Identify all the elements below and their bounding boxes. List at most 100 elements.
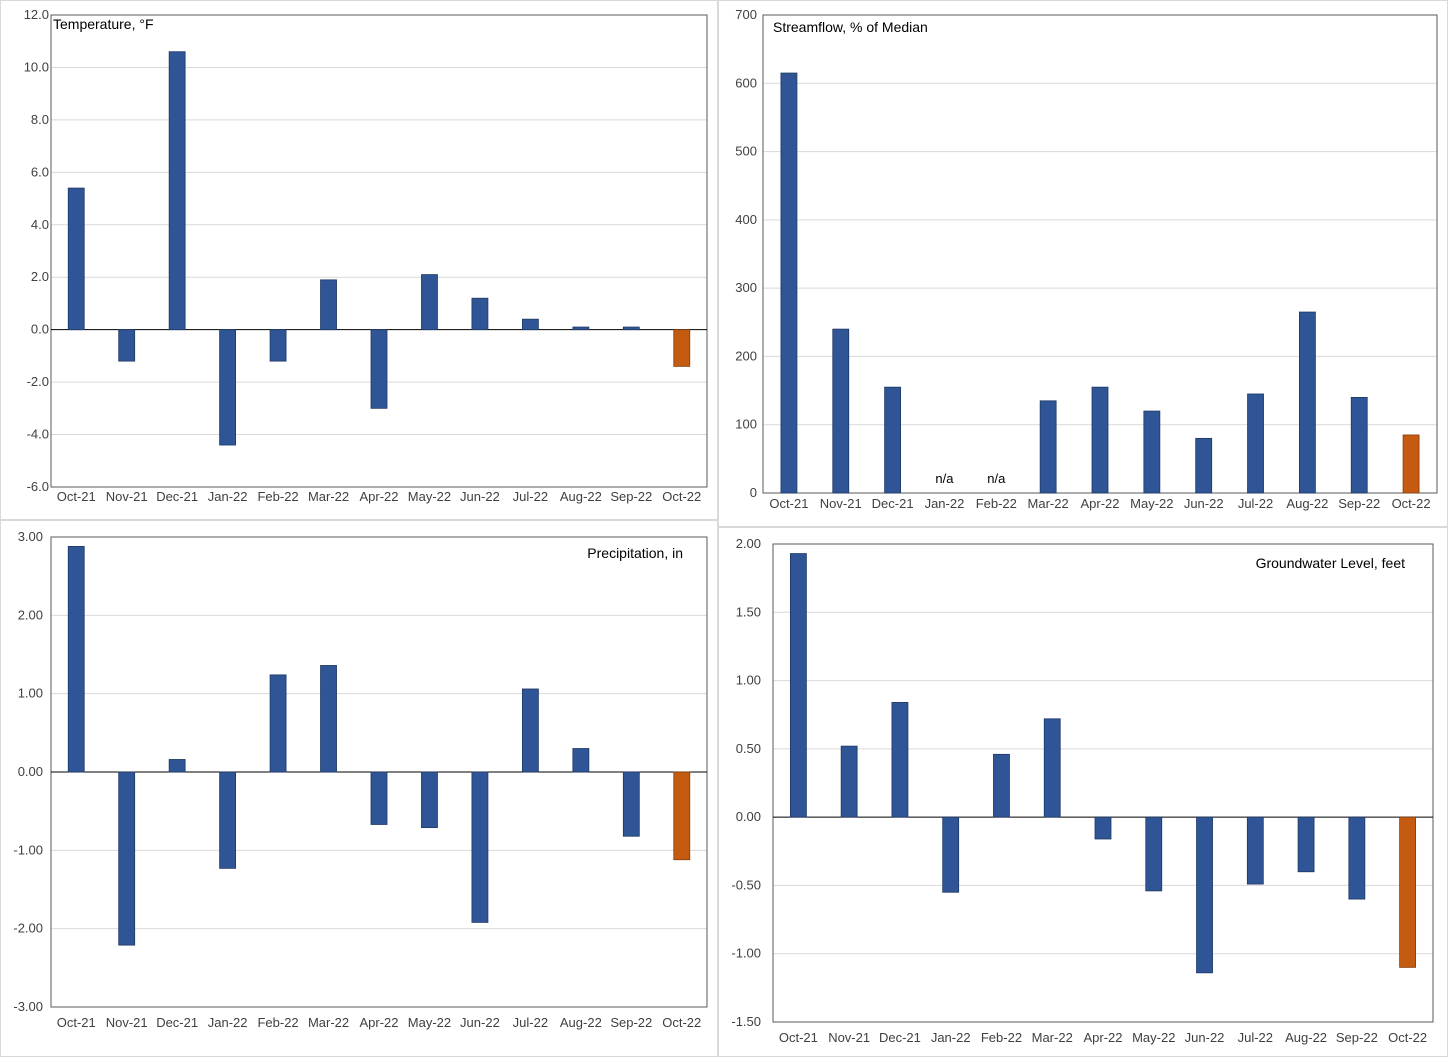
groundwater-chart-panel: 2.00 1.50 1.00 0.50 0.00 -0.50 -1.00 -1.50 Oct-2… — [718, 527, 1448, 1057]
bar-aug-22 — [1298, 311, 1316, 494]
bar-oct-22 — [673, 329, 691, 367]
bar-oct-22 — [1402, 434, 1420, 494]
y-tick-label: 400 — [735, 212, 757, 227]
bar-dec-21 — [168, 759, 186, 773]
x-tick-label: Feb-22 — [257, 489, 298, 504]
bar-jun-22 — [1196, 816, 1213, 974]
x-tick-label: May-22 — [408, 489, 451, 504]
x-tick-label: Dec-21 — [879, 1030, 921, 1045]
x-tick-label: Oct-21 — [57, 1015, 96, 1030]
x-tick-label: Sep-22 — [1336, 1030, 1378, 1045]
x-tick-label: Oct-21 — [779, 1030, 818, 1045]
groundwater-chart: 2.00 1.50 1.00 0.50 0.00 -0.50 -1.00 -1.50 Oct-2… — [731, 536, 1434, 1045]
y-tick-label: 700 — [735, 7, 757, 22]
bar-oct-21 — [789, 553, 807, 818]
bar-feb-22 — [993, 753, 1010, 818]
bar-jun-22 — [471, 771, 489, 923]
bar-nov-21 — [118, 329, 136, 362]
y-tick-label: 2.00 — [736, 536, 761, 551]
x-tick-label: Oct-22 — [662, 1015, 701, 1030]
x-tick-label: Oct-22 — [1388, 1030, 1427, 1045]
y-tick-label: 3.00 — [18, 529, 43, 544]
bar-apr-22 — [370, 771, 388, 825]
chart-title: Temperature, °F — [53, 16, 154, 32]
bar-jul-22 — [1247, 393, 1264, 494]
y-tick-label: 2.00 — [18, 607, 43, 622]
x-tick-label: Mar-22 — [308, 489, 349, 504]
x-tick-label: May-22 — [408, 1015, 451, 1030]
x-tick-label: Jul-22 — [1238, 496, 1273, 511]
y-tick-label: 8.0 — [31, 112, 49, 127]
x-tick-label: Oct-22 — [1392, 496, 1431, 511]
bar-mar-22 — [1039, 400, 1057, 494]
x-tick-label: Jun-22 — [1184, 496, 1224, 511]
x-tick-label: Apr-22 — [1083, 1030, 1122, 1045]
x-tick-label: Nov-21 — [820, 496, 862, 511]
y-tick-label: 300 — [735, 280, 757, 295]
x-tick-label: Dec-21 — [156, 489, 198, 504]
y-tick-label: -0.50 — [731, 877, 761, 892]
bar-oct-22 — [1399, 816, 1417, 968]
y-tick-label: 100 — [735, 417, 757, 432]
x-tick-label: Nov-21 — [106, 489, 148, 504]
y-tick-label: -1.00 — [13, 842, 43, 857]
streamflow-chart: 700 600 500 400 300 200 100 0 Oct-21 Nov-21 Dec-21… — [735, 7, 1438, 511]
y-tick-label: 12.0 — [24, 7, 49, 22]
bar-apr-22 — [370, 329, 388, 409]
bar-apr-22 — [1094, 816, 1112, 840]
x-tick-label: May-22 — [1132, 1030, 1175, 1045]
bar-jun-22 — [1195, 437, 1213, 494]
chart-title: Streamflow, % of Median — [773, 19, 928, 35]
y-tick-label: -4.0 — [27, 427, 49, 442]
y-tick-label: -2.00 — [13, 921, 43, 936]
x-tick-label: Jul-22 — [513, 1015, 548, 1030]
x-tick-label: Jan-22 — [208, 489, 248, 504]
bar-may-22 — [421, 771, 438, 829]
bar-mar-22 — [320, 665, 337, 773]
bar-sep-22 — [622, 326, 640, 331]
x-tick-label: Jul-22 — [513, 489, 548, 504]
bar-oct-21 — [67, 545, 85, 773]
bar-jul-22 — [521, 688, 539, 773]
bar-dec-21 — [884, 386, 902, 494]
bar-feb-22 — [269, 674, 287, 773]
bar-aug-22 — [1297, 816, 1315, 873]
x-tick-label: Sep-22 — [610, 489, 652, 504]
x-tick-label: Dec-21 — [872, 496, 914, 511]
y-tick-label: -2.0 — [27, 374, 49, 389]
x-tick-label: Nov-21 — [828, 1030, 870, 1045]
missing-value-label: n/a — [935, 471, 954, 486]
streamflow-chart-panel: 700 600 500 400 300 200 100 0 Oct-21 Nov-21 Dec-21… — [718, 0, 1448, 527]
x-tick-label: Sep-22 — [610, 1015, 652, 1030]
chart-title: Groundwater Level, feet — [1256, 555, 1406, 571]
y-tick-label: 0.0 — [31, 322, 49, 337]
y-tick-label: -1.00 — [731, 946, 761, 961]
y-tick-label: 0.00 — [18, 764, 43, 779]
y-tick-label: 4.0 — [31, 217, 49, 232]
bar-nov-21 — [840, 745, 858, 818]
bar-oct-22 — [673, 771, 691, 861]
missing-value-label: n/a — [987, 471, 1006, 486]
bar-jan-22 — [219, 771, 237, 869]
precipitation-chart: 3.00 2.00 1.00 0.00 -1.00 -2.00 -3.00 Oct-21 Nov… — [13, 529, 708, 1030]
bar-jan-22 — [219, 329, 237, 446]
y-tick-label: 6.0 — [31, 164, 49, 179]
x-tick-label: Feb-22 — [976, 496, 1017, 511]
x-tick-label: Jan-22 — [925, 496, 965, 511]
bar-dec-21 — [891, 702, 909, 818]
x-tick-label: Sep-22 — [1338, 496, 1380, 511]
precipitation-chart-panel: 3.00 2.00 1.00 0.00 -1.00 -2.00 -3.00 Oct-21 Nov… — [0, 520, 718, 1057]
bar-jun-22 — [471, 297, 489, 331]
x-tick-label: Jun-22 — [460, 489, 500, 504]
y-tick-label: 200 — [735, 348, 757, 363]
plot-area — [772, 543, 1434, 1023]
y-tick-label: 0.50 — [736, 741, 761, 756]
x-tick-label: Jun-22 — [1185, 1030, 1225, 1045]
x-tick-label: Nov-21 — [106, 1015, 148, 1030]
y-tick-label: -1.50 — [731, 1014, 761, 1029]
temperature-chart-panel: 12.0 10.0 8.0 6.0 4.0 2.0 0.0 -2.0 -4.0 -6.0 Oct-2… — [0, 0, 718, 520]
x-tick-label: Dec-21 — [156, 1015, 198, 1030]
bar-nov-21 — [118, 771, 136, 946]
bar-oct-21 — [67, 187, 85, 331]
y-tick-label: 1.00 — [18, 686, 43, 701]
